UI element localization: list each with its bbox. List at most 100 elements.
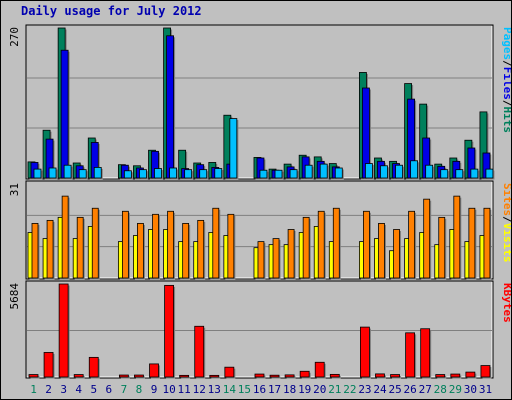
- mid-bar-sites: [182, 223, 190, 279]
- x-tick-label: 16: [253, 383, 266, 396]
- bottom-bar-kbytes-shadow: [286, 376, 296, 379]
- mid-bar-sites: [257, 241, 265, 279]
- x-tick-label: 24: [373, 383, 387, 396]
- x-tick-label: 10: [162, 383, 175, 396]
- bottom-bar-kbytes: [209, 374, 220, 378]
- mid-bar-sites: [302, 216, 310, 279]
- x-tick-label: 14: [223, 383, 237, 396]
- legend-entry: /: [501, 216, 511, 223]
- x-tick-label: 9: [151, 383, 158, 396]
- x-tick-label: 4: [75, 383, 82, 396]
- legend-separator: /: [501, 60, 511, 67]
- top-bar-pages: [470, 168, 479, 179]
- mid-bar-sites: [197, 219, 205, 279]
- legend-entry: Visits: [501, 223, 511, 263]
- top-bar-pages: [304, 164, 313, 179]
- x-tick-label: 27: [419, 383, 432, 396]
- mid-legend: Sites/Visits: [501, 183, 511, 263]
- top-bar-pages: [214, 168, 223, 179]
- legend-entry: Pages: [501, 27, 511, 60]
- mid-bar-sites: [212, 207, 220, 279]
- mid-bar-sites: [152, 213, 159, 279]
- top-bar-pages: [440, 169, 449, 179]
- mid-bar-sites: [76, 216, 84, 279]
- mid-bar-sites: [227, 213, 235, 279]
- bottom-bar-kbytes: [420, 328, 431, 378]
- bottom-bar-kbytes-shadow: [271, 376, 281, 379]
- bottom-bar-kbytes: [269, 374, 280, 378]
- bottom-bar-kbytes-shadow: [120, 376, 130, 379]
- mid-bar-sites: [121, 210, 129, 279]
- top-bar-pages: [93, 167, 102, 179]
- top-bar-pages: [63, 164, 72, 179]
- x-tick-label: 2: [45, 383, 52, 396]
- bottom-bar-kbytes: [254, 373, 265, 378]
- x-tick-label: 17: [268, 383, 281, 396]
- top-bar-pages: [78, 169, 87, 179]
- top-bar-pages: [139, 169, 147, 179]
- x-tick-label: 11: [178, 383, 191, 396]
- mid-bar-sites: [378, 223, 385, 279]
- mid-bar-sites: [453, 195, 461, 279]
- top-bar-pages: [33, 168, 42, 179]
- legend-separator: /: [501, 100, 511, 107]
- bottom-bar-kbytes: [465, 371, 476, 378]
- x-tick-label: 12: [193, 383, 206, 396]
- x-tick-label: 7: [121, 383, 128, 396]
- top-bar-pages: [365, 163, 373, 179]
- top-bar-files: [166, 35, 174, 179]
- x-tick-label: 1: [30, 383, 37, 396]
- top-bar-pages: [169, 167, 177, 179]
- x-tick-label: 23: [358, 383, 371, 396]
- top-bar-pages: [380, 165, 388, 179]
- legend-entry: Hits: [501, 107, 511, 134]
- x-tick-label: 3: [60, 383, 67, 396]
- x-tick-label: 20: [313, 383, 326, 396]
- bottom-bar-kbytes: [284, 374, 295, 378]
- mid-bar-sites: [438, 216, 446, 279]
- mid-bar-sites: [137, 223, 144, 279]
- bottom-bar-kbytes: [43, 352, 54, 378]
- bottom-bar-kbytes: [88, 356, 99, 378]
- bottom-bar-kbytes: [299, 370, 310, 378]
- bottom-bar-kbytes: [194, 325, 205, 378]
- x-tick-label: 5: [90, 383, 97, 396]
- top-bar-pages: [184, 169, 193, 179]
- mid-bar-sites: [408, 210, 416, 279]
- x-tick-label: 25: [388, 383, 401, 396]
- bottom-bar-kbytes: [360, 326, 370, 378]
- top-bar-pages: [319, 163, 328, 179]
- x-tick-label: 6: [106, 383, 113, 396]
- mid-bar-sites: [167, 210, 174, 279]
- bottom-bar-kbytes: [480, 365, 491, 378]
- top-bar-pages: [485, 168, 494, 179]
- bottom-bar-kbytes-shadow: [211, 376, 221, 379]
- x-tick-label: 28: [434, 383, 447, 396]
- top-bar-pages: [154, 168, 162, 179]
- legend-entry: Sites: [501, 183, 511, 216]
- x-tick-label: 13: [208, 383, 221, 396]
- bottom-bar-kbytes: [314, 361, 325, 378]
- mid-bar-sites: [287, 229, 295, 279]
- top-bar-pages: [123, 170, 132, 179]
- top-bar-pages: [425, 164, 434, 179]
- bottom-bar-kbytes: [134, 374, 144, 378]
- bottom-bar-kbytes: [375, 373, 385, 378]
- top-bar-pages: [229, 118, 238, 179]
- bottom-bar-kbytes: [118, 374, 129, 378]
- top-bar-pages: [455, 169, 464, 179]
- x-tick-label: 31: [479, 383, 492, 396]
- mid-bar-sites: [46, 219, 54, 279]
- mid-bar-sites: [423, 198, 431, 279]
- bottom-bar-kbytes: [179, 374, 190, 378]
- bottom-bar-kbytes: [58, 283, 69, 378]
- x-tick-label: 18: [283, 383, 296, 396]
- legend-entry: KBytes: [501, 283, 511, 323]
- bottom-bar-kbytes: [435, 374, 446, 378]
- x-tick-label: 30: [464, 383, 477, 396]
- mid-bar-sites: [393, 229, 400, 279]
- top-bar-pages: [259, 169, 268, 179]
- bottom-bar-kbytes: [28, 374, 39, 378]
